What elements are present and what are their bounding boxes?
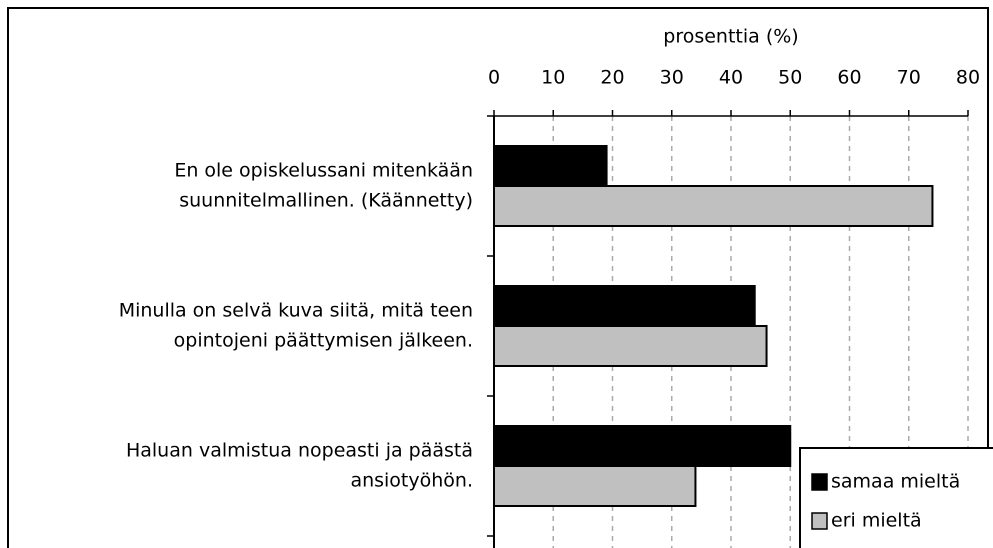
legend-label: samaa mieltä <box>831 471 960 493</box>
legend-box <box>799 447 993 548</box>
y-tick-label: opintojeni päättymisen jälkeen. <box>174 330 473 352</box>
bar <box>493 325 768 367</box>
x-tick-label: 0 <box>488 67 500 89</box>
legend-swatch <box>811 512 828 530</box>
bar <box>493 145 608 187</box>
bar <box>493 285 756 327</box>
legend-swatch <box>811 473 828 491</box>
bar <box>493 465 697 507</box>
x-tick-label: 10 <box>541 67 565 89</box>
bar <box>493 185 934 227</box>
bar <box>493 425 792 467</box>
legend-label: eri mieltä <box>831 510 922 532</box>
frame <box>7 7 989 548</box>
x-tick-label: 80 <box>956 67 980 89</box>
x-tick-label: 20 <box>600 67 624 89</box>
x-axis-title: prosenttia (%) <box>663 26 798 48</box>
y-tick-label: Haluan valmistua nopeasti ja päästä <box>126 440 473 462</box>
x-tick-label: 30 <box>660 67 684 89</box>
y-tick-label: ansiotyöhön. <box>350 470 473 492</box>
x-tick-label: 40 <box>719 67 743 89</box>
x-tick-label: 70 <box>897 67 921 89</box>
y-tick-label: En ole opiskelussani mitenkään <box>174 160 473 182</box>
x-tick-label: 60 <box>837 67 861 89</box>
x-tick-label: 50 <box>778 67 802 89</box>
y-tick-label: Minulla on selvä kuva siitä, mitä teen <box>119 300 473 322</box>
y-tick-label: suunnitelmallinen. (Käännetty) <box>179 190 473 212</box>
